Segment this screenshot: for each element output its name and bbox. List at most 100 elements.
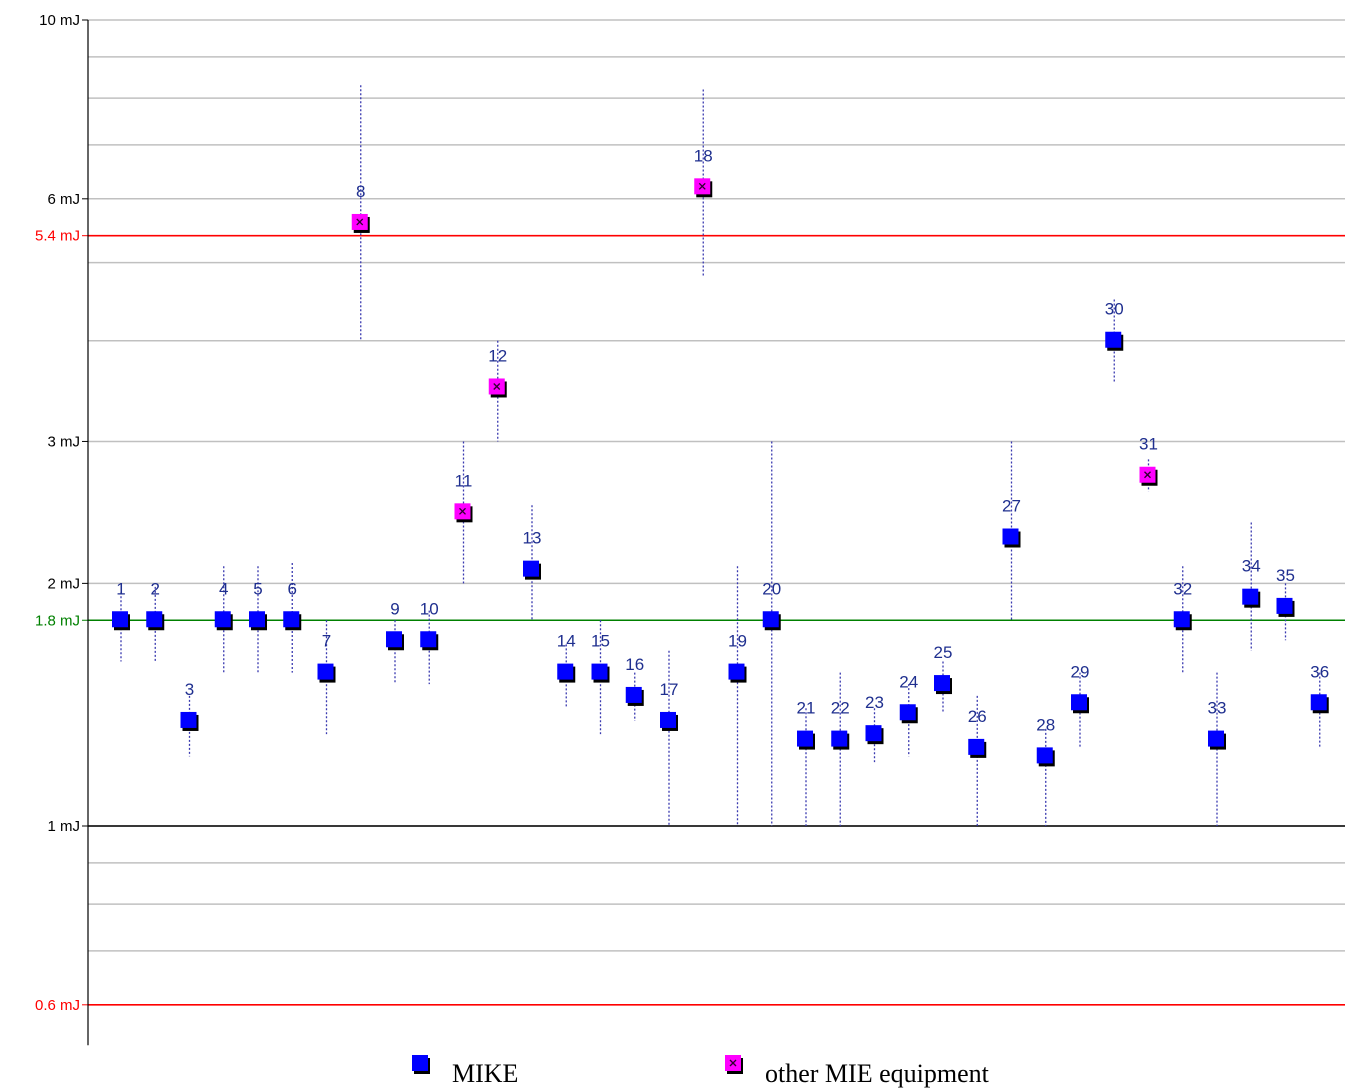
other-mie-point [694,178,713,198]
marker-x [493,383,501,390]
marker-square [660,711,676,728]
y-tick-label: 10 mJ [39,12,80,29]
marker-square [557,663,574,680]
mike-point [420,631,439,651]
mike-point [249,611,267,631]
mike-point [523,560,541,580]
marker-square [412,1055,428,1071]
mike-point [557,663,576,683]
point-label: 23 [865,693,884,712]
point-label: 13 [523,529,542,548]
marker-x [356,218,364,226]
mike-point [112,611,130,631]
point-label: 9 [390,599,399,618]
marker-square [797,730,813,747]
reference-lines: 5.4 mJ 1.8 mJ 0.6 mJ [35,228,1345,1014]
marker-square [214,611,231,628]
marker-square [180,711,197,728]
marker-square [934,675,950,692]
mike-point [283,611,302,631]
marker-square [1310,694,1327,711]
mike-point [1002,528,1021,548]
marker-square [386,631,402,648]
point-label: 25 [934,643,953,662]
marker-square [112,611,128,628]
point-label: 6 [288,579,297,598]
y-tick-label: 2 mJ [47,575,80,592]
legend: MIKE other MIE equipment [412,1055,990,1088]
legend-marker [412,1055,430,1074]
point-label: 26 [968,707,987,726]
marker-square [1036,747,1053,764]
other-mie-point [351,213,370,233]
point-label: 34 [1242,557,1261,576]
reference-label: 1.8 mJ [35,612,80,629]
mike-point [762,611,781,631]
mike-point [934,675,952,695]
mike-point [728,663,747,683]
mike-point [1276,597,1295,617]
mike-point [865,725,884,745]
point-label: 35 [1276,566,1295,585]
legend-marker [725,1055,743,1074]
point-label: 29 [1071,662,1090,681]
mike-point [317,663,336,683]
marker-square [283,611,300,628]
mike-point [1071,694,1089,714]
point-label: 24 [899,672,918,691]
point-label: 10 [420,599,439,618]
mike-point [1310,694,1329,714]
y-tick-label: 6 mJ [47,191,80,208]
point-label: 22 [831,699,850,718]
marker-square [762,611,779,628]
y-tick-label: 3 mJ [47,433,80,450]
point-label: 20 [762,579,781,598]
marker-square [317,663,334,680]
point-label: 31 [1139,435,1158,454]
point-label: 16 [625,655,644,674]
mike-point [386,631,404,651]
point-label: 15 [591,632,610,651]
point-label: 8 [356,182,365,201]
point-label: 32 [1173,579,1192,598]
point-label: 4 [219,579,228,598]
mike-point [831,730,850,750]
mike-point [1105,331,1124,351]
mike-point [591,663,610,683]
marker-square [1002,528,1019,545]
point-label: 28 [1036,715,1055,734]
marker-square [1208,730,1224,747]
marker-square [968,738,985,755]
mike-point [625,686,644,706]
point-label: 30 [1105,300,1124,319]
point-label: 5 [253,579,262,598]
mike-point [146,611,165,631]
marker-square [899,704,916,721]
marker-square [865,725,882,742]
y-axis: 10 mJ 6 mJ 3 mJ 2 mJ 1 mJ [39,12,89,1046]
point-label: 1 [116,579,125,598]
mike-point [214,611,233,631]
other-mie-point [454,503,473,523]
marker-square [1105,331,1122,348]
other-mie-point [488,378,507,398]
point-label: 21 [797,699,816,718]
marker-square [1173,611,1190,628]
mike-point [1242,588,1261,608]
point-label: 19 [728,632,747,651]
reference-label: 5.4 mJ [35,228,80,245]
legend-label: MIKE [452,1059,518,1088]
marker-square [249,611,265,628]
mike-point [968,738,987,758]
marker-x [459,507,466,515]
marker-x [698,182,706,190]
marker-square [1071,694,1087,711]
marker-square [1276,597,1293,614]
marker-x [1144,471,1151,479]
point-label: 36 [1310,662,1329,681]
y-tick-label: 1 mJ [47,818,80,835]
marker-x [729,1059,737,1067]
mike-point [1173,611,1192,631]
